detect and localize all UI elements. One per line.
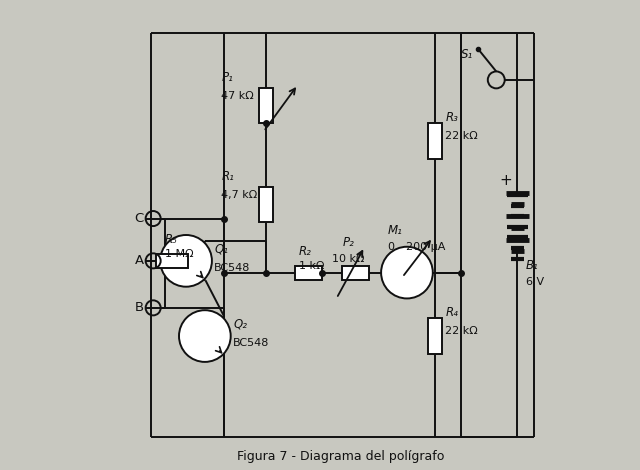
Text: R₄: R₄ bbox=[445, 306, 458, 319]
Text: B: B bbox=[134, 301, 143, 314]
Text: 22 kΩ: 22 kΩ bbox=[445, 326, 478, 337]
Text: Q₂: Q₂ bbox=[233, 318, 247, 331]
Text: BC548: BC548 bbox=[214, 263, 251, 273]
Text: M₁: M₁ bbox=[388, 224, 403, 237]
Text: R₃: R₃ bbox=[445, 111, 458, 124]
Text: 1 MΩ: 1 MΩ bbox=[165, 249, 193, 259]
Text: B₁: B₁ bbox=[526, 259, 539, 272]
Text: 22 kΩ: 22 kΩ bbox=[445, 131, 478, 141]
Circle shape bbox=[179, 310, 230, 362]
Text: +: + bbox=[499, 173, 512, 188]
Bar bbox=[428, 124, 442, 159]
Text: R₅: R₅ bbox=[165, 233, 178, 246]
Bar bbox=[342, 266, 369, 280]
Text: 47 kΩ: 47 kΩ bbox=[221, 91, 254, 102]
Text: C: C bbox=[134, 212, 143, 225]
Bar bbox=[259, 187, 273, 222]
Text: S₁: S₁ bbox=[461, 47, 473, 61]
Circle shape bbox=[381, 247, 433, 298]
Bar bbox=[428, 319, 442, 354]
Text: Figura 7 - Diagrama del polígrafo: Figura 7 - Diagrama del polígrafo bbox=[237, 450, 445, 463]
Text: BC548: BC548 bbox=[233, 338, 269, 348]
Text: 6 V: 6 V bbox=[526, 277, 544, 287]
Text: P₁: P₁ bbox=[221, 71, 233, 84]
Text: P₂: P₂ bbox=[342, 235, 354, 249]
Bar bbox=[259, 88, 273, 123]
Text: R₁: R₁ bbox=[221, 170, 234, 183]
Text: R₂: R₂ bbox=[299, 245, 312, 258]
Circle shape bbox=[160, 235, 212, 287]
Text: 4,7 kΩ: 4,7 kΩ bbox=[221, 190, 257, 200]
Text: A: A bbox=[134, 254, 143, 267]
Text: Q₁: Q₁ bbox=[214, 243, 228, 256]
Text: 0 - 200 μA: 0 - 200 μA bbox=[388, 242, 445, 252]
Text: 10 kΩ: 10 kΩ bbox=[332, 253, 364, 264]
Bar bbox=[294, 266, 322, 280]
Bar bbox=[156, 254, 188, 268]
Text: 1 kΩ: 1 kΩ bbox=[299, 260, 324, 271]
